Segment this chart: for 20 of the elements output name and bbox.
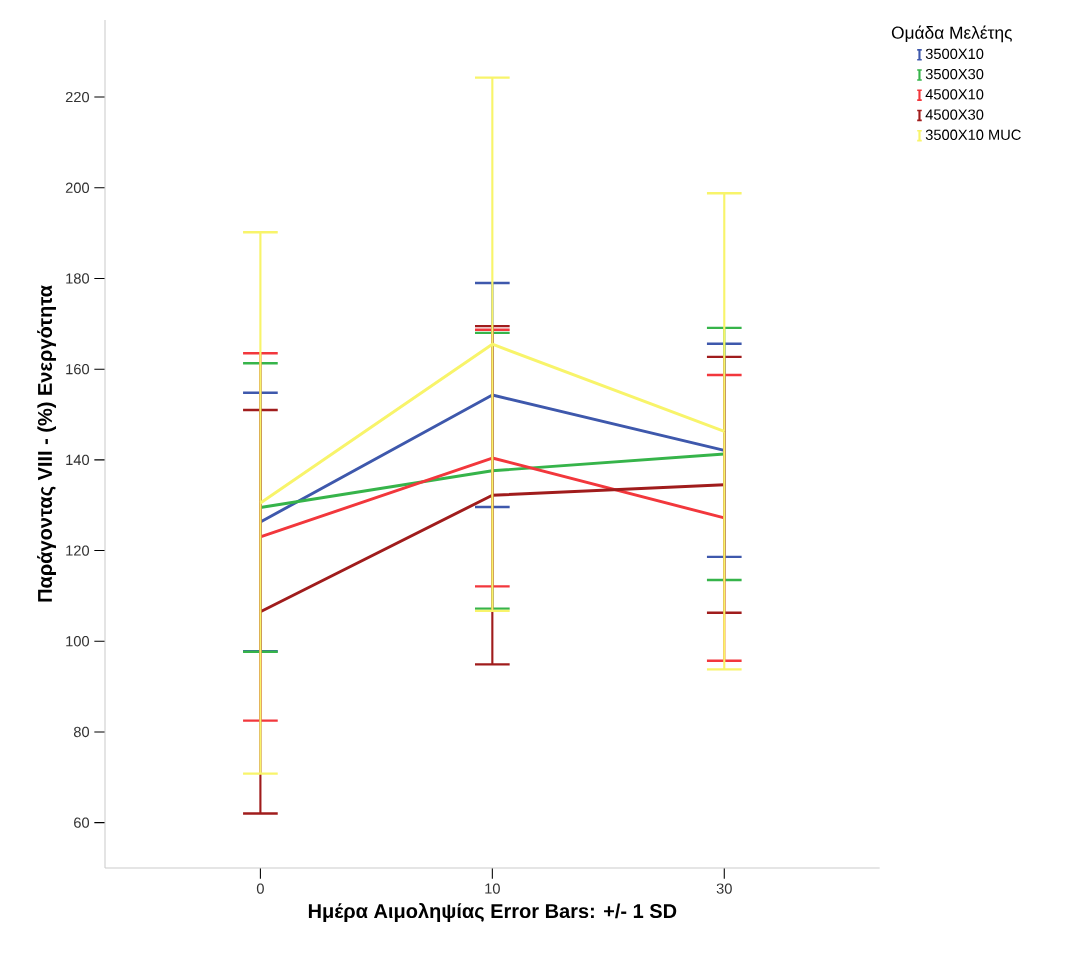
legend-title: Ομάδα Μελέτης — [891, 25, 1012, 43]
x-tick-label: 0 — [256, 883, 264, 894]
y-axis-title: Παράγοντας VIII - (%) Ενεργότητα — [37, 285, 56, 602]
y-tick-label: 180 — [66, 273, 90, 284]
y-tick-label: 220 — [65, 91, 90, 103]
x-axis-title: Ημέρα Αιμοληψίας Error Bars: +/- 1 SD — [308, 902, 677, 923]
y-tick-label: 60 — [74, 817, 90, 828]
legend-label: 4500X10 — [925, 89, 984, 100]
y-tick-label: 120 — [66, 545, 90, 556]
legend-label: 3500X10 MUC — [925, 129, 1021, 140]
y-tick-label: 140 — [66, 454, 90, 466]
legend-label: 3500X30 — [925, 68, 984, 80]
y-tick-label: 80 — [73, 726, 90, 738]
x-tick-label: 10 — [485, 883, 500, 894]
y-tick-label: 160 — [66, 363, 90, 375]
y-tick-label: 200 — [65, 182, 90, 193]
legend-label: 3500X10 — [925, 48, 984, 60]
y-tick-label: 100 — [66, 636, 90, 647]
legend-label: 4500X30 — [925, 109, 984, 120]
x-tick-label: 30 — [716, 883, 732, 894]
